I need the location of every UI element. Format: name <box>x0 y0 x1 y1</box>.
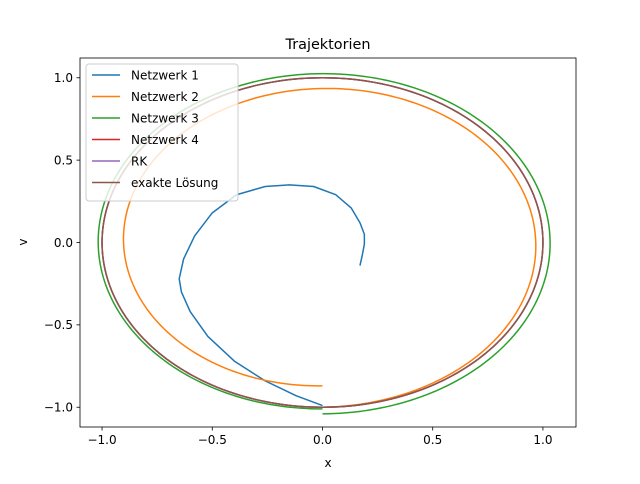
y-tick-label: 0.5 <box>54 153 73 167</box>
legend: Netzwerk 1 Netzwerk 2 Netzwerk 3 Netzwerk 4… <box>85 63 239 202</box>
legend-entry-label: exakte Lösung <box>131 176 218 190</box>
x-axis-ticks: −1.0 −0.5 0.0 0.5 1.0 <box>87 427 552 447</box>
legend-box <box>85 63 239 202</box>
legend-entry-label: RK <box>131 154 148 168</box>
y-tick-label: 1.0 <box>54 71 73 85</box>
y-axis-ticks: −1.0 −0.5 0.0 0.5 1.0 <box>44 71 80 415</box>
series-layer <box>97 72 551 415</box>
x-tick-label: 0.5 <box>423 433 442 447</box>
series-line-netzwerk-2 <box>122 87 537 408</box>
y-tick-label: −0.5 <box>44 318 73 332</box>
legend-entry-label: Netzwerk 3 <box>131 111 199 125</box>
y-tick-label: −1.0 <box>44 401 73 415</box>
series-line-netzwerk-1 <box>178 184 366 407</box>
plot-area <box>79 57 577 428</box>
series-line-exakte-l-sung <box>101 77 544 408</box>
x-tick-label: −1.0 <box>87 433 116 447</box>
x-axis-label: x <box>324 456 331 470</box>
series-line-netzwerk-3 <box>97 72 551 415</box>
legend-entry-label: Netzwerk 1 <box>131 68 199 82</box>
chart-title: Trajektorien <box>285 37 371 53</box>
y-axis-label: v <box>16 238 30 245</box>
x-tick-label: −0.5 <box>198 433 227 447</box>
x-tick-label: 1.0 <box>533 433 552 447</box>
y-tick-label: 0.0 <box>54 236 73 250</box>
legend-entry-label: Netzwerk 4 <box>131 133 199 147</box>
legend-entry-label: Netzwerk 2 <box>131 90 199 104</box>
x-tick-label: 0.0 <box>313 433 332 447</box>
